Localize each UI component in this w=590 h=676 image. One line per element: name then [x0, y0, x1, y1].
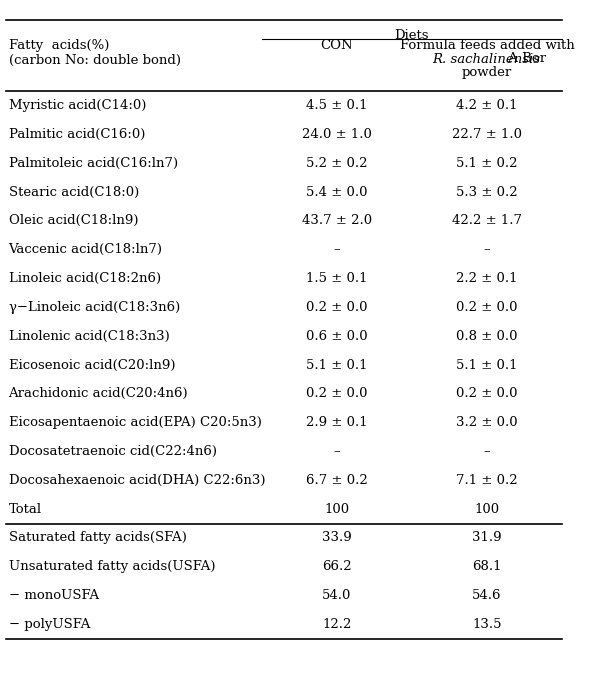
Text: Total: Total [8, 503, 42, 516]
Text: –: – [484, 445, 490, 458]
Text: 2.9 ± 0.1: 2.9 ± 0.1 [306, 416, 368, 429]
Text: powder: powder [462, 66, 512, 79]
Text: γ−Linoleic acid(C18:3n6): γ−Linoleic acid(C18:3n6) [8, 301, 180, 314]
Text: 0.6 ± 0.0: 0.6 ± 0.0 [306, 330, 368, 343]
Text: Stearic acid(C18:0): Stearic acid(C18:0) [8, 186, 139, 199]
Text: (carbon No: double bond): (carbon No: double bond) [8, 54, 181, 67]
Text: Unsaturated fatty acids(USFA): Unsaturated fatty acids(USFA) [8, 560, 215, 573]
Text: Arachidonic acid(C20:4n6): Arachidonic acid(C20:4n6) [8, 387, 188, 400]
Text: 5.1 ± 0.2: 5.1 ± 0.2 [456, 157, 517, 170]
Text: 43.7 ± 2.0: 43.7 ± 2.0 [301, 214, 372, 227]
Text: 0.2 ± 0.0: 0.2 ± 0.0 [306, 387, 368, 400]
Text: − polyUSFA: − polyUSFA [8, 618, 90, 631]
Text: 13.5: 13.5 [472, 618, 501, 631]
Text: 5.1 ± 0.1: 5.1 ± 0.1 [456, 358, 517, 372]
Text: Docosatetraenoic cid(C22:4n6): Docosatetraenoic cid(C22:4n6) [8, 445, 217, 458]
Text: 5.2 ± 0.2: 5.2 ± 0.2 [306, 157, 368, 170]
Text: Fatty  acids(%): Fatty acids(%) [8, 39, 109, 52]
Text: Eicosapentaenoic acid(EPA) C20:5n3): Eicosapentaenoic acid(EPA) C20:5n3) [8, 416, 261, 429]
Text: 0.2 ± 0.0: 0.2 ± 0.0 [456, 387, 517, 400]
Text: Formula feeds added with: Formula feeds added with [399, 39, 574, 52]
Text: Eicosenoic acid(C20:ln9): Eicosenoic acid(C20:ln9) [8, 358, 175, 372]
Text: 5.3 ± 0.2: 5.3 ± 0.2 [456, 186, 517, 199]
Text: 100: 100 [474, 503, 500, 516]
Text: Vaccenic acid(C18:ln7): Vaccenic acid(C18:ln7) [8, 243, 162, 256]
Text: 4.5 ± 0.1: 4.5 ± 0.1 [306, 99, 368, 112]
Text: 2.2 ± 0.1: 2.2 ± 0.1 [456, 272, 517, 285]
Text: 42.2 ± 1.7: 42.2 ± 1.7 [452, 214, 522, 227]
Text: 0.2 ± 0.0: 0.2 ± 0.0 [306, 301, 368, 314]
Text: 6.7 ± 0.2: 6.7 ± 0.2 [306, 474, 368, 487]
Text: Palmitic acid(C16:0): Palmitic acid(C16:0) [8, 128, 145, 141]
Text: Saturated fatty acids(SFA): Saturated fatty acids(SFA) [8, 531, 186, 544]
Text: 3.2 ± 0.0: 3.2 ± 0.0 [456, 416, 517, 429]
Text: Diets: Diets [395, 29, 429, 42]
Text: –: – [333, 243, 340, 256]
Text: 66.2: 66.2 [322, 560, 352, 573]
Text: 4.2 ± 0.1: 4.2 ± 0.1 [456, 99, 517, 112]
Text: 5.4 ± 0.0: 5.4 ± 0.0 [306, 186, 368, 199]
Text: − monoUSFA: − monoUSFA [8, 589, 99, 602]
Text: 0.8 ± 0.0: 0.8 ± 0.0 [456, 330, 517, 343]
Text: Linolenic acid(C18:3n3): Linolenic acid(C18:3n3) [8, 330, 169, 343]
Text: Docosahexaenoic acid(DHA) C22:6n3): Docosahexaenoic acid(DHA) C22:6n3) [8, 474, 265, 487]
Text: 7.1 ± 0.2: 7.1 ± 0.2 [456, 474, 517, 487]
Text: –: – [333, 445, 340, 458]
Text: 54.0: 54.0 [322, 589, 352, 602]
Text: Palmitoleic acid(C16:ln7): Palmitoleic acid(C16:ln7) [8, 157, 178, 170]
Text: 24.0 ± 1.0: 24.0 ± 1.0 [301, 128, 372, 141]
Text: 68.1: 68.1 [472, 560, 501, 573]
Text: –: – [484, 243, 490, 256]
Text: 5.1 ± 0.1: 5.1 ± 0.1 [306, 358, 368, 372]
Text: Oleic acid(C18:ln9): Oleic acid(C18:ln9) [8, 214, 138, 227]
Text: Myristic acid(C14:0): Myristic acid(C14:0) [8, 99, 146, 112]
Text: 33.9: 33.9 [322, 531, 352, 544]
Text: CON: CON [320, 39, 353, 52]
Text: A Bor: A Bor [504, 52, 546, 65]
Text: 31.9: 31.9 [472, 531, 501, 544]
Text: 22.7 ± 1.0: 22.7 ± 1.0 [452, 128, 522, 141]
Text: 0.2 ± 0.0: 0.2 ± 0.0 [456, 301, 517, 314]
Text: 100: 100 [324, 503, 349, 516]
Text: 12.2: 12.2 [322, 618, 352, 631]
Text: R. sachalinensis: R. sachalinensis [432, 53, 540, 66]
Text: 54.6: 54.6 [472, 589, 501, 602]
Text: Linoleic acid(C18:2n6): Linoleic acid(C18:2n6) [8, 272, 160, 285]
Text: 1.5 ± 0.1: 1.5 ± 0.1 [306, 272, 368, 285]
